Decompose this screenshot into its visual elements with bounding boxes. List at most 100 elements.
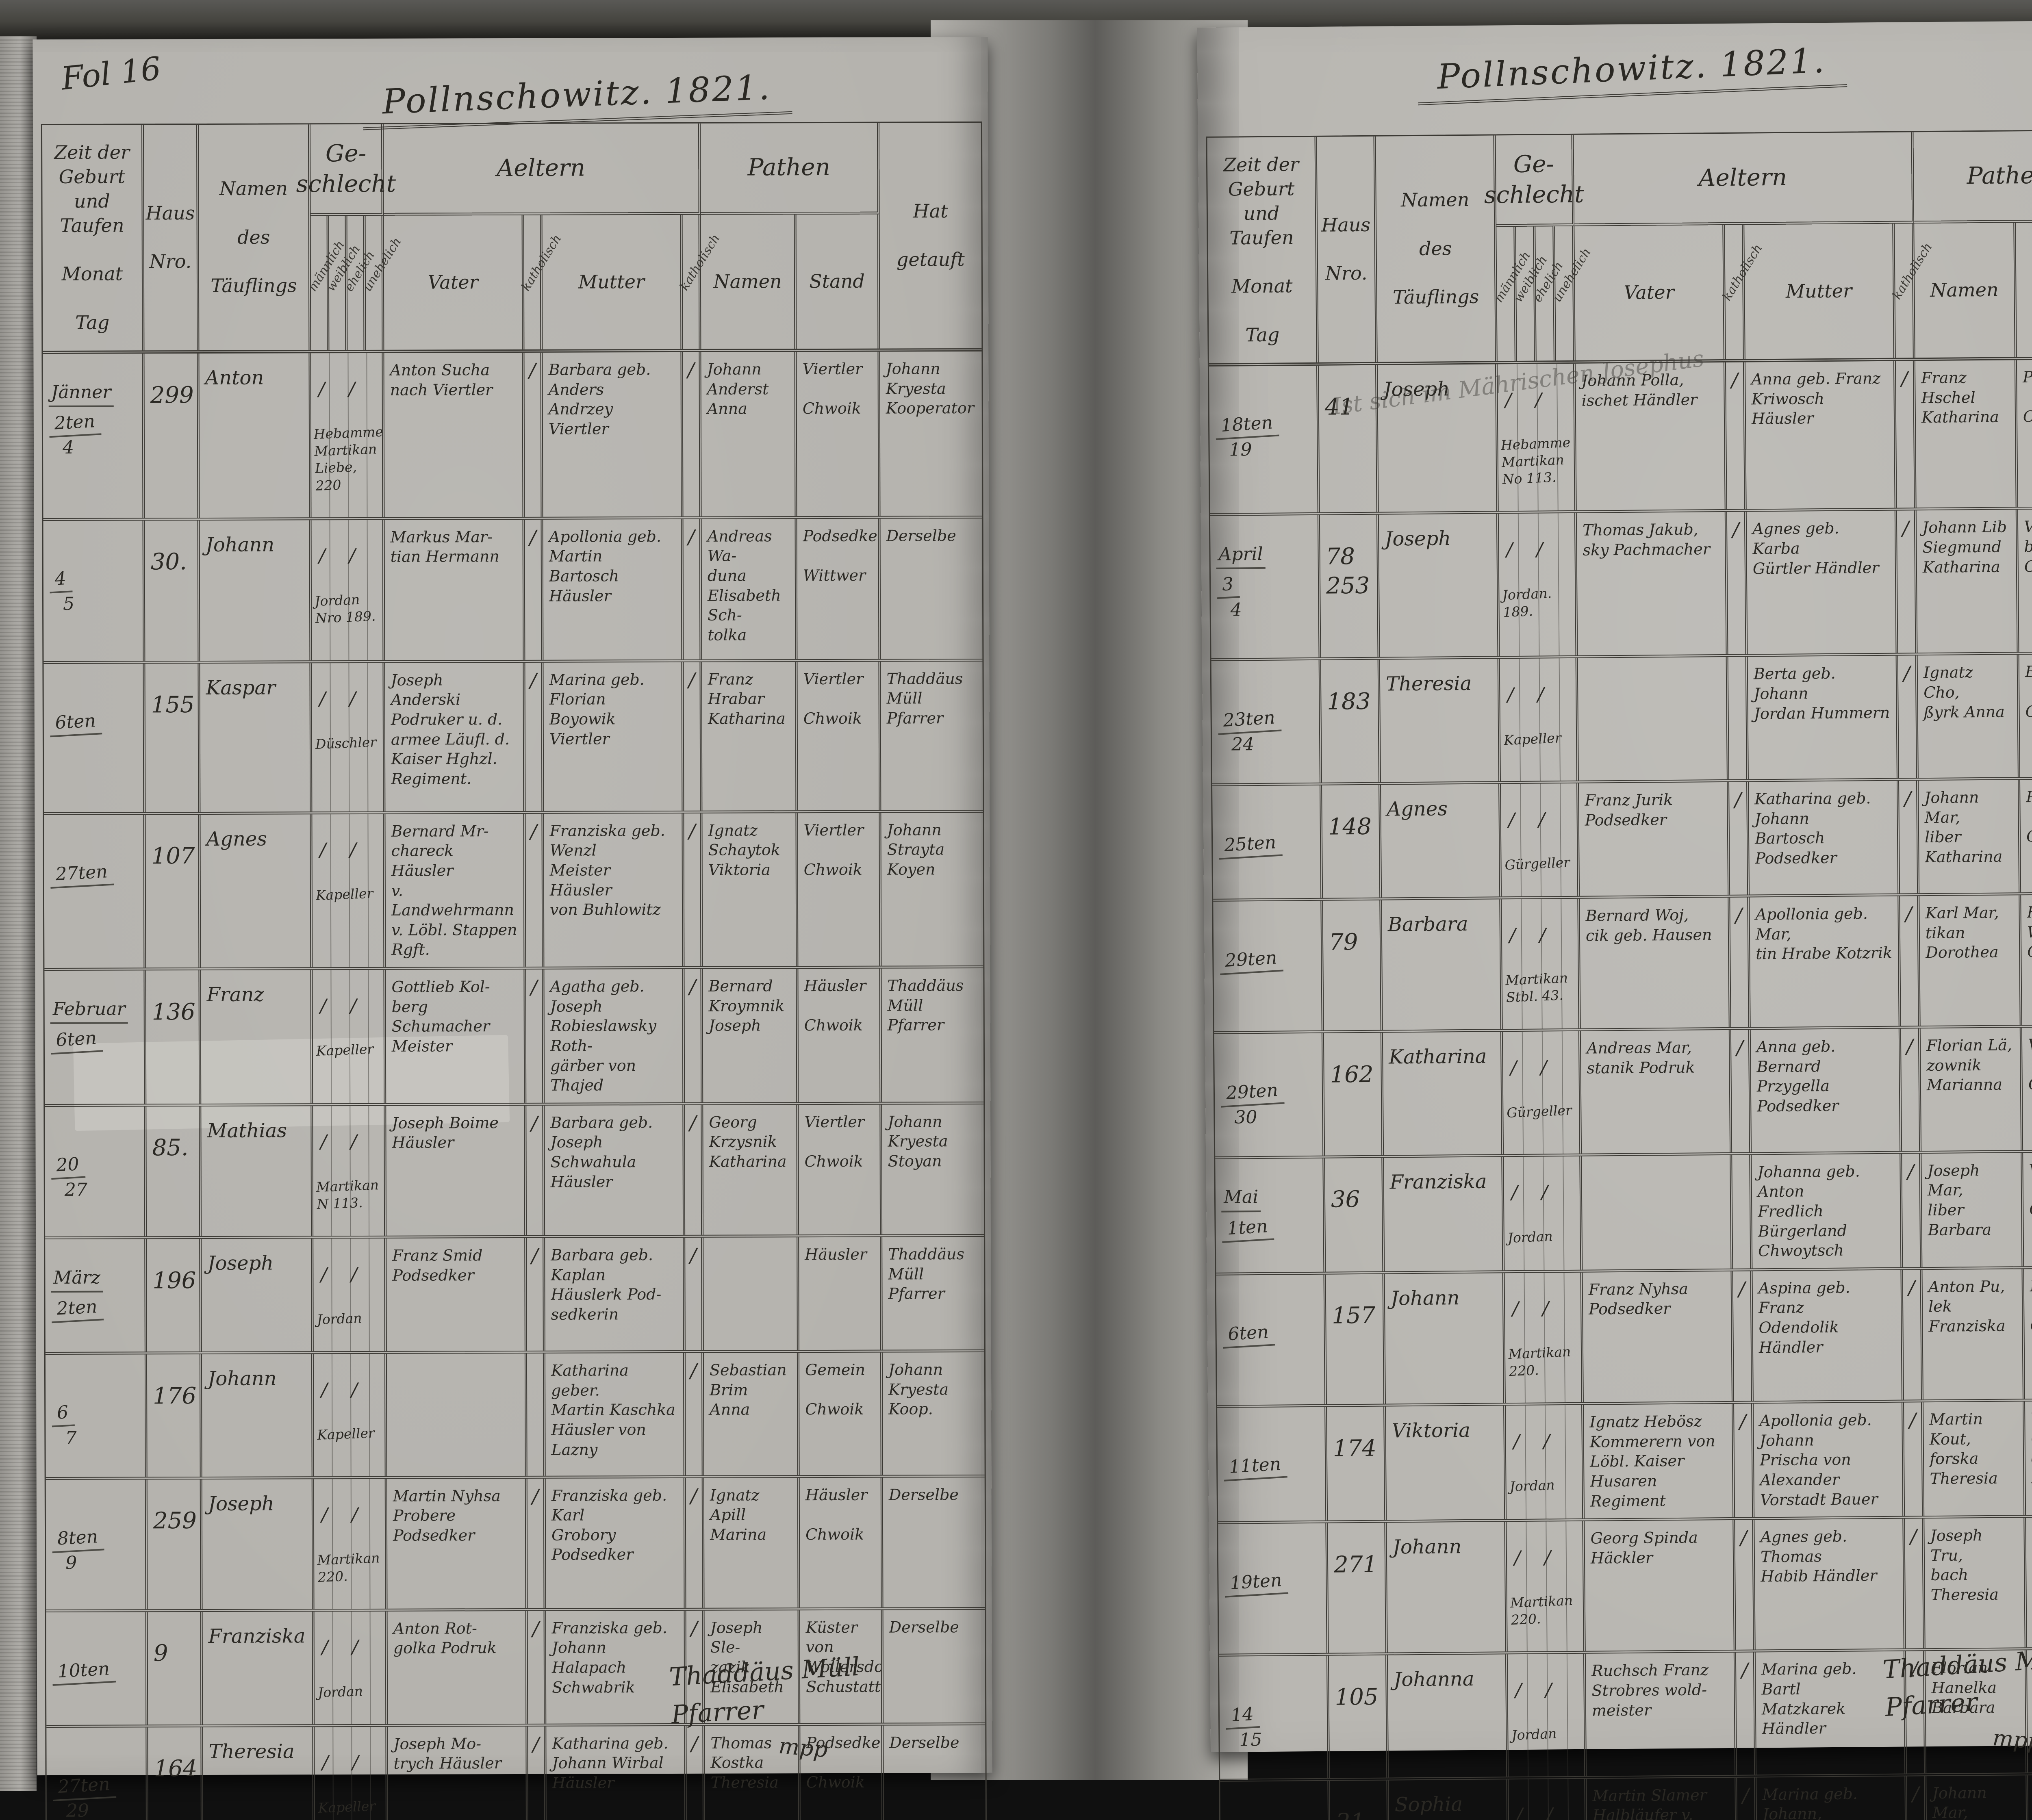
column-group-pathen: Pathen — [700, 123, 880, 215]
cell-father — [1582, 1155, 1733, 1270]
cell-geschlecht: ∕ ∕ Martikan N 113. — [313, 1106, 387, 1236]
baptism-register-table-left: Zeit der Geburt und Taufen Monat Tag Hau… — [41, 121, 987, 1820]
cell-father: Franz Jurik Podsedker — [1579, 782, 1730, 896]
cell-baptized-by: Derselbe — [889, 1733, 960, 1752]
cell-father: Franz Smid Podsedker — [386, 1238, 527, 1351]
column-header-stand: Stand — [2016, 222, 2032, 357]
birth-day: 18ten — [1214, 411, 1279, 440]
cell-godparent-names — [703, 1237, 799, 1350]
column-header-mutter: Mutter — [1744, 223, 1896, 359]
cell-date: Jänner 2ten 4 — [43, 354, 145, 518]
cell-child-name: Agnes — [1381, 784, 1502, 898]
cell-baptized-by: Derselbe — [889, 1618, 959, 1636]
baptism-day: 9 — [65, 1552, 77, 1573]
column-header-haus: Haus Nro. — [1317, 136, 1378, 362]
cell-godparent-names: Sebastian Brim Anna — [703, 1353, 800, 1475]
cell-date: 25ten — [1212, 785, 1323, 899]
column-header-hat-getauft: Hat getauft — [896, 200, 965, 271]
cell-child-name: Agnes — [200, 814, 313, 968]
cell-geschlecht: ∕ ∕ Hebamme Martikan Liebe, 220 — [311, 353, 385, 517]
cell-date: 14 15 — [1219, 1656, 1330, 1779]
cell-father: Martin Slamer Halbläufer v. Ptuysenetz — [1587, 1777, 1738, 1820]
left-page: Fol 16 Pollnschowitz. 1821. Zeit der Geb… — [33, 37, 992, 1820]
cell-date: 6 7 — [45, 1354, 148, 1477]
cell-date: 6ten — [1216, 1274, 1327, 1405]
baptism-day: 15 — [1239, 1729, 1262, 1751]
page-title-left: Pollnschowitz. 1821. — [361, 66, 792, 130]
cell-mother: Apollonia geb. Mar, tin Hrabe Kotzrik — [1750, 896, 1901, 1027]
cell-godparent-stand: Viertler Chwoik — [2023, 1152, 2032, 1267]
register-row: 6 7 176 Johann ∕ ∕ Kapeller Katharina ge… — [45, 1352, 985, 1480]
cell-religion-father: ∕ — [1731, 1030, 1752, 1152]
cell-baptized-by: Thaddäus Müll Pfarrer — [888, 1245, 965, 1303]
cell-religion-mother: ∕ — [1905, 1518, 1926, 1649]
column-header-stand: Stand — [796, 214, 880, 349]
cell-father: Thomas Jakub, sky Pachmacher — [1576, 512, 1728, 656]
cell-date: Mai 1ten — [1215, 1158, 1326, 1273]
column-header-religion-2: katholisch — [677, 215, 723, 349]
cell-house-number: 174 — [1327, 1406, 1387, 1521]
cell-child-name: Johann — [1387, 1522, 1508, 1653]
cell-godparent-stand: Bauer Chwoik — [2019, 654, 2032, 777]
cell-godparent-stand: Gemein Chwoik — [799, 1352, 883, 1475]
cell-father: Joseph Anderski Podruker u. d. armee Läu… — [385, 662, 526, 811]
table-body-left: Jänner 2ten 4 299 Anton ∕ ∕ Hebamme Mart… — [43, 351, 986, 1820]
tally-marks: ∕ ∕ — [1509, 923, 1555, 946]
house-number: 36 — [1331, 1186, 1360, 1213]
cell-religion-father: ∕ — [528, 1611, 547, 1724]
cell-date: 20 27 — [45, 1106, 147, 1237]
register-row: 19ten 271 Johann ∕ ∕ Martikan 220. Georg… — [1218, 1516, 2032, 1657]
cell-religion-mother: ∕ — [685, 1105, 704, 1235]
cell-godparent-stand: Viertler Chwoik — [797, 351, 881, 516]
cell-house-number: 155 — [145, 663, 201, 812]
cell-godparent-stand: Viertler Chwoik — [799, 1104, 883, 1235]
cell-religion-father: ∕ — [1737, 1777, 1758, 1820]
house-number: 105 — [1335, 1683, 1379, 1711]
cell-child-name: Barbara — [1382, 899, 1503, 1030]
cell-godparent-names: Martin Kout, forska Theresia — [1923, 1401, 2026, 1516]
month-label: Jänner — [48, 381, 114, 407]
cell-religion-mother: ∕ — [685, 1353, 704, 1475]
cell-house-number: 41 — [1318, 365, 1379, 513]
midwife-note: Jordan — [1509, 1477, 1555, 1495]
tally-marks: ∕ ∕ — [1514, 1546, 1560, 1568]
midwife-note: Gürgeller — [1506, 1102, 1572, 1121]
cell-geschlecht: ∕ ∕ Martikan 220. — [1507, 1521, 1586, 1652]
cell-religion-mother: ∕ — [686, 1478, 705, 1608]
birth-day: 2ten — [50, 1295, 104, 1323]
cell-baptized-by: Johann Strayta Koyen — [887, 820, 945, 879]
cell-geschlecht: ∕ ∕ Jordan — [313, 1238, 387, 1351]
cell-date: 19ten — [1218, 1523, 1329, 1654]
cell-religion-father: ∕ — [525, 662, 544, 811]
cell-godparent-names: Johann Mar, liber Katharina — [1918, 780, 2021, 894]
house-number-2 — [1325, 421, 1370, 422]
birth-day: 10ten — [51, 1657, 116, 1686]
cell-house-number: 79 — [1323, 900, 1383, 1030]
cell-child-name: Joseph — [1379, 514, 1500, 657]
cell-date: 27ten — [44, 815, 146, 968]
house-number-2 — [1332, 1330, 1377, 1331]
cell-mother: Barbara geb. Joseph Schwahula Häusler — [545, 1105, 686, 1235]
cell-godparent-names: Georg Krzysnik Katharina — [703, 1104, 799, 1235]
cell-mother: Katharina geber. Martin Kaschka Häusler … — [545, 1353, 686, 1476]
cell-mother: Berta geb. Johann Jordan Hummern — [1748, 656, 1899, 779]
table-body-right: 18ten 19 41 Joseph ∕ ∕ Hebamme Martikan … — [1209, 358, 2032, 1820]
baptism-day: 24 — [1231, 734, 1255, 755]
midwife-note: Martikan 220. — [1508, 1343, 1572, 1380]
cell-religion-father: ∕ — [528, 1726, 547, 1820]
cell-father — [386, 1353, 528, 1476]
cell-godparent-stand: Podruck Chwoik — [2017, 359, 2032, 507]
cell-mother: Barbara geb. Anders Andrzey Viertler — [543, 352, 684, 517]
midwife-note: Jordan — [1511, 1725, 1557, 1744]
cell-religion-father: ∕ — [526, 1105, 545, 1235]
midwife-note: Jordan — [317, 1683, 363, 1701]
house-number: 157 — [1332, 1302, 1376, 1330]
cell-date: 10ten — [46, 1612, 148, 1725]
cell-house-number: 271 — [1328, 1523, 1388, 1653]
column-group-aeltern: Aeltern — [1574, 132, 1915, 226]
cell-religion-mother: ∕ — [1895, 361, 1917, 508]
baptism-day: 19 — [1229, 439, 1252, 460]
cell-father: Franz Nyhsa Podsedker — [1583, 1271, 1734, 1402]
cell-father: Ruchsch Franz Strobres wold- meister — [1585, 1653, 1737, 1776]
baptism-day: 30 — [1234, 1106, 1257, 1128]
